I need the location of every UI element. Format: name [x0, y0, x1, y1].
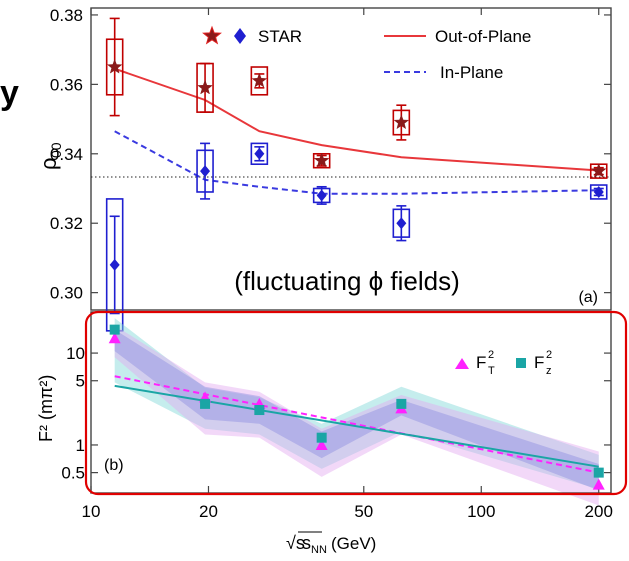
star-marker	[106, 58, 123, 74]
y-tick-label: 0.5	[61, 464, 85, 483]
y-tick-label: 10	[66, 344, 85, 363]
triangle-marker	[108, 332, 121, 344]
legend-star-label: STAR	[258, 27, 302, 46]
systematic-box	[589, 184, 608, 200]
in-plane-line	[114, 130, 599, 195]
diamond-marker	[254, 147, 265, 160]
panel-a: 0.30 0.32 0.34 0.36 0.38 STAR Out-of-Plane In-P…	[0, 6, 612, 332]
square-marker	[316, 432, 327, 443]
y-tick-label: 0.34	[50, 145, 83, 164]
legend-ft-sup: 2	[488, 349, 494, 361]
f_z-2-fit-line	[114, 384, 599, 468]
y-tick-label: 0.36	[50, 75, 83, 94]
systematic-box	[250, 142, 269, 166]
band-T-area	[114, 325, 599, 506]
diamond-marker	[109, 258, 120, 271]
legend-diamond-marker	[234, 28, 246, 44]
y-tick-label: 0.32	[50, 214, 83, 233]
x-axis-title-group: √ss NN (GeV)	[286, 531, 376, 556]
band-blue-area	[114, 329, 599, 491]
legend-fz-label: F	[534, 353, 544, 372]
y-tick-label: 0.30	[50, 284, 83, 303]
y-tick-label: 0.38	[50, 6, 83, 25]
panel-b-label: (b)	[104, 457, 124, 474]
panel-a-frame	[90, 7, 612, 311]
x-tick-label: 20	[199, 502, 218, 521]
triangle-marker	[592, 478, 605, 490]
legend-fz-sub: z	[546, 365, 552, 377]
legend-out-of-plane-label: Out-of-Plane	[435, 27, 531, 46]
highlight-box	[84, 310, 628, 496]
legend-fz-sup: 2	[546, 349, 552, 361]
x-tick-label: 100	[467, 502, 495, 521]
y-axis-label-a: ρ	[36, 157, 61, 170]
diamond-marker	[396, 217, 407, 230]
square-marker	[396, 398, 407, 409]
diamond-marker	[200, 165, 211, 178]
square-marker	[254, 405, 265, 416]
x-tick-label: 200	[585, 502, 613, 521]
out-of-plane-line	[114, 67, 599, 172]
star-marker	[251, 72, 268, 88]
legend-triangle-marker	[455, 358, 469, 369]
star-marker	[590, 162, 607, 178]
legend-ft-label: F	[476, 353, 486, 372]
x-axis-title-unit: (GeV)	[331, 534, 376, 553]
panel-a-label: (a)	[578, 289, 598, 306]
star-marker	[393, 114, 410, 130]
y-tick-label: 5	[76, 372, 85, 391]
square-marker	[200, 398, 211, 409]
legend-in-plane-label: In-Plane	[440, 63, 503, 82]
square-marker	[109, 324, 120, 335]
legend-star-marker	[202, 25, 222, 45]
x-tick-label: 10	[82, 502, 101, 521]
y-axis-label-a-sub: 00	[48, 142, 64, 158]
x-axis-title-sub: NN	[311, 544, 327, 556]
cropped-edge-glyph: y	[0, 74, 19, 112]
x-axis-title-s: s	[302, 533, 311, 553]
star-marker	[197, 79, 213, 95]
x-axis-title-sqrt: √s	[286, 533, 305, 553]
annotation-text: (fluctuating ϕ fields)	[234, 266, 460, 296]
legend-ft-sub: T	[488, 365, 495, 377]
legend-square-marker	[516, 358, 526, 368]
x-tick-label: 50	[354, 502, 373, 521]
f_t-2-fit-line	[114, 375, 599, 474]
systematic-box	[250, 66, 269, 96]
star-marker	[313, 152, 330, 168]
square-marker	[593, 467, 604, 478]
y-axis-label-b: F² (mπ²)	[36, 375, 56, 442]
diamond-marker	[593, 185, 604, 198]
diamond-marker	[316, 189, 327, 202]
triangle-marker	[315, 438, 328, 450]
y-tick-label: 1	[76, 436, 85, 455]
